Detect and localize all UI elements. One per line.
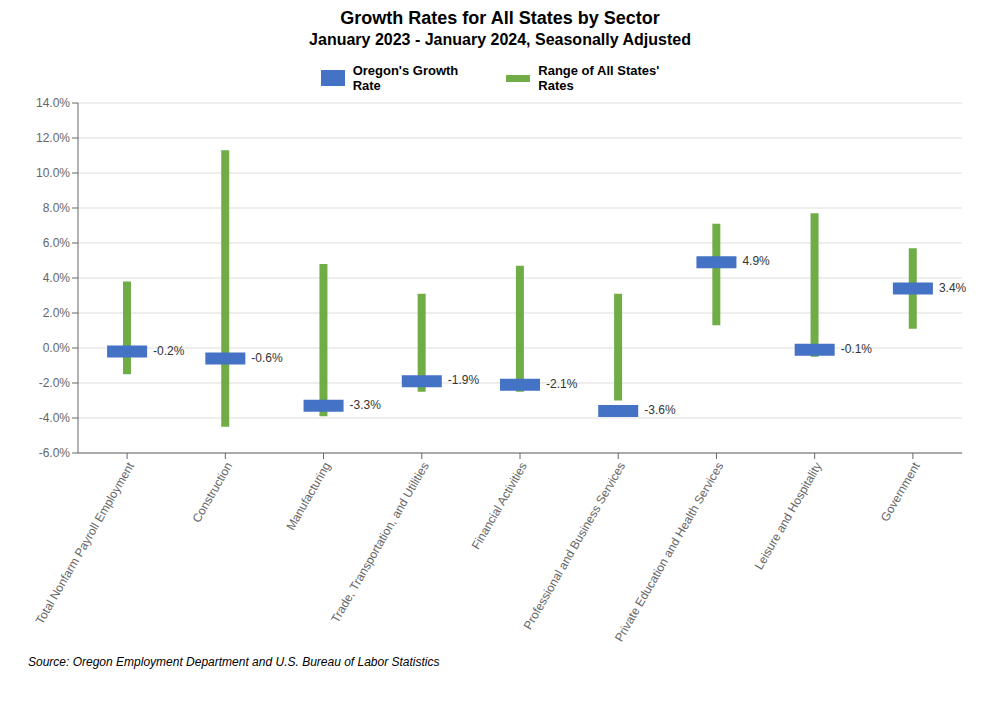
html-text:January 2023 - January 2024, S: January 2023 - January 2024, Seasonally … [309,31,691,48]
svg-text:-4.0%: -4.0% [39,411,71,425]
svg-text:0.0%: 0.0% [43,341,71,355]
svg-text:4.9%: 4.9% [742,254,770,268]
svg-text:Leisure and Hospitality: Leisure and Hospitality [752,460,825,572]
svg-text:Total Nonfarm Payroll Employme: Total Nonfarm Payroll Employment [33,459,138,627]
svg-text:Manufacturing: Manufacturing [283,460,333,533]
svg-text:14.0%: 14.0% [36,96,70,110]
svg-text:-1.9%: -1.9% [448,373,480,387]
svg-text:-2.0%: -2.0% [39,376,71,390]
svg-text:Government: Government [878,459,923,524]
svg-text:4.0%: 4.0% [43,271,71,285]
svg-text:-0.1%: -0.1% [841,342,873,356]
html-text:Rate: Rate [352,78,381,93]
svg-text:10.0%: 10.0% [36,166,70,180]
svg-text:-3.3%: -3.3% [350,398,382,412]
svg-text:Professional and Business Serv: Professional and Business Services [521,460,629,632]
svg-text:Trade, Transportation, and Uti: Trade, Transportation, and Utilities [328,460,432,625]
svg-text:Private Education and Health S: Private Education and Health Services [612,460,727,644]
svg-text:-6.0%: -6.0% [39,446,71,460]
html-text:Growth Rates for All States by: Growth Rates for All States by Sector [340,8,660,28]
svg-text:-3.6%: -3.6% [644,403,676,417]
svg-text:12.0%: 12.0% [36,131,70,145]
svg-text:2.0%: 2.0% [43,306,71,320]
svg-text:-2.1%: -2.1% [546,377,578,391]
svg-text:Construction: Construction [189,460,235,525]
html-text:Rates: Rates [538,78,574,93]
html-text:Source: Oregon Employment Depa: Source: Oregon Employment Department and… [28,655,440,669]
svg-text:8.0%: 8.0% [43,201,71,215]
svg-text:Financial Activities: Financial Activities [469,460,530,552]
svg-text:3.4%: 3.4% [939,281,967,295]
svg-text:6.0%: 6.0% [43,236,71,250]
svg-text:-0.6%: -0.6% [251,351,283,365]
html-text:Oregon's Growth: Oregon's Growth [352,63,459,78]
svg-text:-0.2%: -0.2% [153,344,185,358]
html-text:Range of All States': Range of All States' [538,63,660,78]
